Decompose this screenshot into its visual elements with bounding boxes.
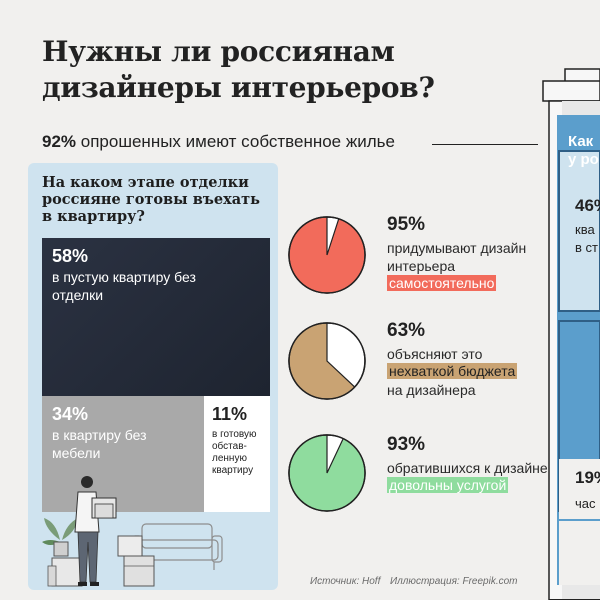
stat-text: объясняют это	[387, 346, 483, 362]
person-carrying-boxes-icon	[74, 476, 117, 586]
illustration-credit: Иллюстрация: Freepik.com	[390, 576, 518, 587]
divider-line	[432, 144, 538, 145]
stat-pct: 95%	[387, 214, 426, 235]
treemap-cell-pct: 11%	[212, 404, 248, 424]
stat-text-after: на дизайнера	[387, 382, 476, 398]
side-card-text-top-1: ква	[575, 222, 595, 237]
moving-illustration	[42, 476, 223, 587]
side-card-text-top-2: в ст	[575, 240, 598, 255]
pie-outline	[288, 434, 366, 512]
side-card-title-2: у ро	[568, 151, 599, 168]
side-card-title-1: Как	[568, 133, 594, 150]
ownership-pct: 92%	[42, 132, 77, 151]
page-title: Нужны ли россиянам дизайнеры интерьеров?	[42, 35, 435, 104]
side-card-text-bottom: час	[575, 496, 596, 511]
stat-text: обратившихся к дизайнеру	[387, 460, 563, 476]
pie-self-design	[288, 216, 366, 294]
ownership-text: опрошенных имеют собственное жилье	[80, 132, 395, 151]
stat-self-design: 95% придумывают дизайн интерьера самосто…	[387, 214, 567, 293]
stat-budget: 63% объясняют это нехваткой бюджета на д…	[387, 320, 567, 399]
ownership-line: 92% опрошенных имеют собственное жилье	[42, 132, 395, 152]
pie-outline	[288, 322, 366, 400]
box-stack-left-icon	[47, 557, 83, 587]
treemap-cell-pct: 58%	[52, 246, 89, 266]
pie-budget	[288, 322, 366, 400]
treemap-cell-furnished: 11% в готовую обстав-ленную квартиру	[204, 396, 270, 512]
treemap-cell-label: в квартиру без мебели	[52, 427, 147, 461]
stat-satisfied: 93% обратившихся к дизайнеру довольны ус…	[387, 434, 567, 495]
side-card-pct-top: 46%	[575, 196, 600, 215]
stat-pct: 93%	[387, 434, 426, 455]
treemap-cell-no-furniture: 34% в квартиру без мебели	[42, 396, 204, 512]
stat-highlight: самостоятельно	[387, 275, 497, 291]
plant-icon	[42, 518, 78, 557]
pie-satisfied	[288, 434, 366, 512]
stat-highlight: довольны услугой	[387, 477, 509, 493]
stat-pct: 63%	[387, 320, 426, 341]
box-stack-icon	[117, 535, 155, 587]
pie-outline	[288, 216, 366, 294]
building-illustration	[542, 68, 600, 600]
treemap-cell-pct: 34%	[52, 404, 89, 424]
treemap-cell-empty: 58% в пустую квартиру без отделки	[42, 238, 270, 396]
treemap-cell-label: в пустую квартиру без отделки	[52, 269, 196, 303]
source-note: Источник: Hoff	[310, 576, 381, 587]
side-card-pct-bottom: 19%	[575, 468, 600, 487]
stat-highlight: нехваткой бюджета	[387, 363, 518, 379]
treemap-question: На каком этапе отделки россияне готовы в…	[42, 174, 260, 225]
stat-text: придумывают дизайн интерьера	[387, 240, 527, 274]
treemap-cell-label: в готовую обстав-ленную квартиру	[212, 429, 257, 476]
